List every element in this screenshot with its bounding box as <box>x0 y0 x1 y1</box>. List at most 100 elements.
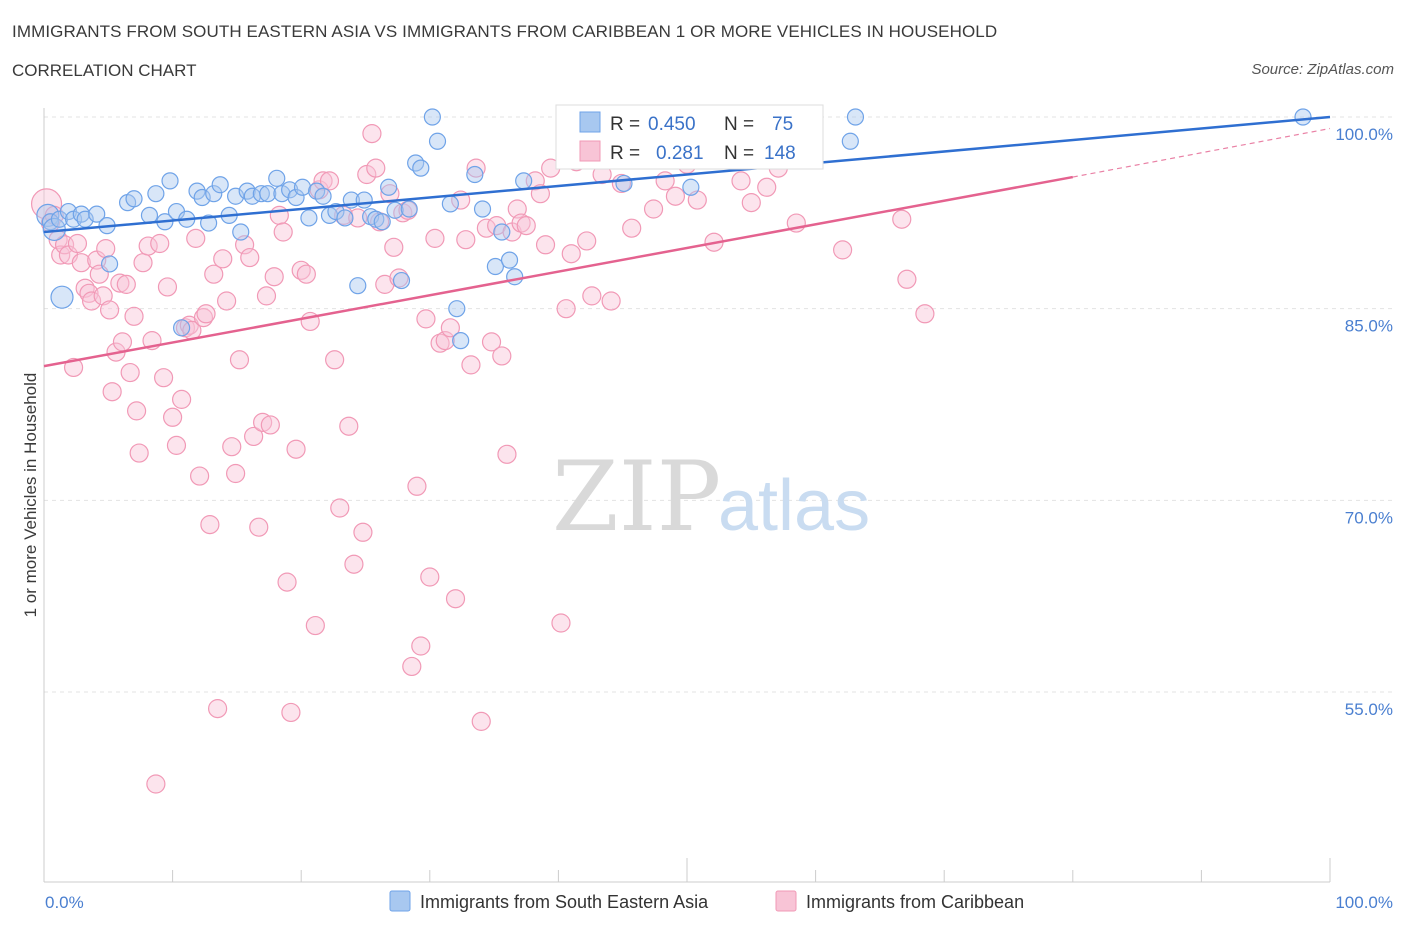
point-caribbean <box>269 205 289 225</box>
stats-r-value-blue: 0.450 <box>648 114 696 135</box>
point-south-eastern-asia <box>448 300 466 318</box>
point-south-eastern-asia <box>486 257 504 276</box>
point-caribbean <box>407 476 427 496</box>
point-caribbean <box>172 389 192 409</box>
trendline-caribbean-extension <box>1072 127 1331 178</box>
stats-n-value-pink: 148 <box>764 143 796 164</box>
point-caribbean <box>71 253 91 273</box>
stats-n-label-pink: N = <box>724 143 754 164</box>
point-south-eastern-asia <box>428 132 447 150</box>
point-caribbean <box>375 274 395 294</box>
point-caribbean <box>731 171 751 191</box>
point-caribbean <box>240 247 260 268</box>
point-caribbean <box>445 589 466 609</box>
y-axis-label: 1 or more Vehicles in Household <box>21 373 40 618</box>
point-caribbean <box>741 193 761 213</box>
point-south-eastern-asia <box>615 174 633 193</box>
point-caribbean <box>411 636 431 656</box>
point-caribbean <box>481 332 502 352</box>
point-caribbean <box>353 522 373 542</box>
point-caribbean <box>186 228 206 248</box>
point-caribbean <box>99 300 120 320</box>
point-caribbean <box>253 412 273 432</box>
point-caribbean <box>601 291 621 311</box>
point-caribbean <box>264 267 284 287</box>
x-ticks <box>43 858 1331 882</box>
stats-r-value-pink: 0.281 <box>656 143 704 164</box>
point-caribbean <box>497 444 517 464</box>
point-south-eastern-asia <box>493 223 511 241</box>
point-south-eastern-asia <box>373 213 391 231</box>
point-south-eastern-asia <box>238 182 256 200</box>
point-caribbean <box>157 277 178 297</box>
point-caribbean <box>313 171 333 191</box>
stats-swatch-pink <box>579 140 601 162</box>
point-caribbean <box>51 245 71 265</box>
point-south-eastern-asia <box>380 178 398 196</box>
legend: Immigrants from South Eastern Asia Immig… <box>389 890 1024 912</box>
point-caribbean <box>622 218 642 238</box>
point-south-eastern-asia <box>147 185 165 203</box>
x-tick-label-min: 0.0% <box>45 893 84 912</box>
point-south-eastern-asia <box>506 268 524 286</box>
point-south-eastern-asia <box>412 159 430 177</box>
point-caribbean <box>643 199 664 219</box>
point-caribbean <box>208 699 228 719</box>
point-south-eastern-asia <box>349 277 367 295</box>
point-caribbean <box>93 286 113 306</box>
point-caribbean <box>516 216 536 236</box>
point-caribbean <box>277 572 297 592</box>
point-south-eastern-asia <box>392 271 411 290</box>
point-caribbean <box>665 186 686 206</box>
point-caribbean <box>435 331 455 351</box>
point-caribbean <box>133 253 153 273</box>
point-south-eastern-asia <box>473 200 492 218</box>
point-caribbean <box>166 435 187 455</box>
point-caribbean <box>110 273 130 293</box>
point-caribbean <box>286 439 306 459</box>
point-south-eastern-asia <box>423 108 441 126</box>
series-caribbean <box>30 107 935 794</box>
point-south-eastern-asia <box>300 209 318 227</box>
point-south-eastern-asia <box>252 185 270 203</box>
point-south-eastern-asia <box>232 223 250 241</box>
legend-item-south-eastern-asia[interactable]: Immigrants from South Eastern Asia <box>389 890 709 912</box>
point-caribbean <box>200 515 220 535</box>
point-south-eastern-asia <box>841 132 859 150</box>
point-caribbean <box>96 239 116 259</box>
point-caribbean <box>892 209 912 229</box>
x-tick-label-max: 100.0% <box>1335 893 1393 912</box>
point-south-eastern-asia <box>268 169 286 187</box>
watermark: ZIP atlas <box>552 441 870 553</box>
legend-swatch-caribbean <box>775 890 797 912</box>
chart-title: IMMIGRANTS FROM SOUTH EASTERN ASIA VS IM… <box>12 22 998 41</box>
point-caribbean <box>348 208 368 228</box>
watermark-zip: ZIP <box>552 441 721 553</box>
y-tick-label-70: 70.0% <box>1345 508 1393 527</box>
point-south-eastern-asia <box>386 201 404 219</box>
point-caribbean <box>466 158 486 178</box>
point-caribbean <box>757 177 777 197</box>
chart-subtitle: CORRELATION CHART <box>12 61 197 80</box>
point-caribbean <box>249 517 269 537</box>
point-caribbean <box>153 368 174 388</box>
point-south-eastern-asia <box>100 255 119 273</box>
y-tick-label-55: 55.0% <box>1345 700 1393 719</box>
point-south-eastern-asia <box>205 185 223 203</box>
legend-item-caribbean[interactable]: Immigrants from Caribbean <box>775 890 1024 912</box>
point-caribbean <box>138 236 158 256</box>
point-south-eastern-asia <box>88 205 106 223</box>
point-caribbean <box>319 171 340 191</box>
point-caribbean <box>420 567 440 587</box>
point-caribbean <box>244 426 264 447</box>
point-caribbean <box>561 244 581 264</box>
point-south-eastern-asia <box>466 165 484 184</box>
legend-label-south-eastern-asia: Immigrants from South Eastern Asia <box>420 892 709 912</box>
point-caribbean <box>256 286 277 306</box>
point-caribbean <box>362 124 382 144</box>
trendline-south-eastern-asia <box>43 115 1331 234</box>
legend-swatch-south-eastern-asia <box>389 890 411 912</box>
point-caribbean <box>296 264 316 284</box>
point-caribbean <box>116 274 136 294</box>
